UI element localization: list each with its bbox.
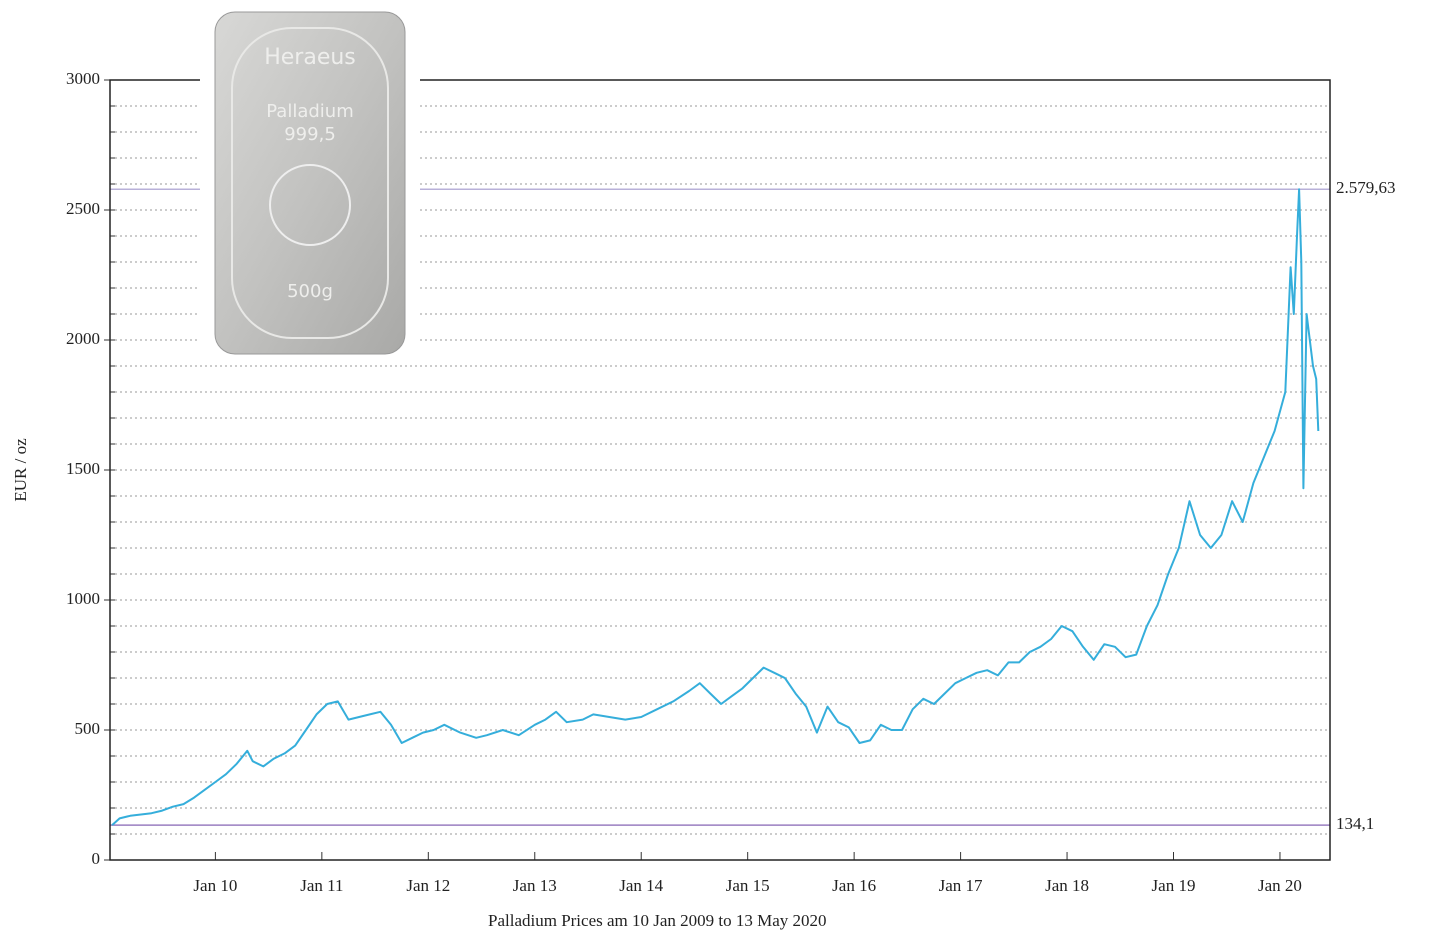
x-tick-label: Jan 11 <box>300 876 343 895</box>
bar-inset <box>231 27 389 339</box>
y-tick-label: 1500 <box>66 459 100 478</box>
x-tick-label: Jan 10 <box>193 876 237 895</box>
price-line <box>111 188 1320 826</box>
chart-title: Palladium Prices am 10 Jan 2009 to 13 Ma… <box>488 911 827 930</box>
bar-image <box>214 11 406 355</box>
y-axis-label: EUR / oz <box>11 438 30 502</box>
y-tick-label: 0 <box>92 849 101 868</box>
y-tick-label: 3000 <box>66 69 100 88</box>
bar-image-text: Heraeus <box>264 45 356 70</box>
x-tick-label: Jan 16 <box>832 876 876 895</box>
x-tick-label: Jan 14 <box>619 876 663 895</box>
x-tick-label: Jan 18 <box>1045 876 1089 895</box>
plot-frame <box>109 79 1331 861</box>
x-tick-label: Jan 20 <box>1258 876 1302 895</box>
reference-label: 2.579,63 <box>1336 178 1396 197</box>
y-tick-label: 2000 <box>66 329 100 348</box>
x-tick-label: Jan 17 <box>939 876 983 895</box>
x-tick-label: Jan 12 <box>406 876 450 895</box>
y-tick-label: 2500 <box>66 199 100 218</box>
bar-seal <box>269 164 351 246</box>
x-tick-label: Jan 15 <box>726 876 770 895</box>
bar-image-text: 500g <box>287 281 333 302</box>
bar-image-text: Palladium <box>266 101 353 122</box>
y-tick-label: 500 <box>75 719 101 738</box>
bar-image-text: 999,5 <box>284 124 336 145</box>
x-tick-label: Jan 19 <box>1152 876 1196 895</box>
x-tick-label: Jan 13 <box>513 876 557 895</box>
y-tick-label: 1000 <box>66 589 100 608</box>
reference-label: 134,1 <box>1336 814 1374 833</box>
